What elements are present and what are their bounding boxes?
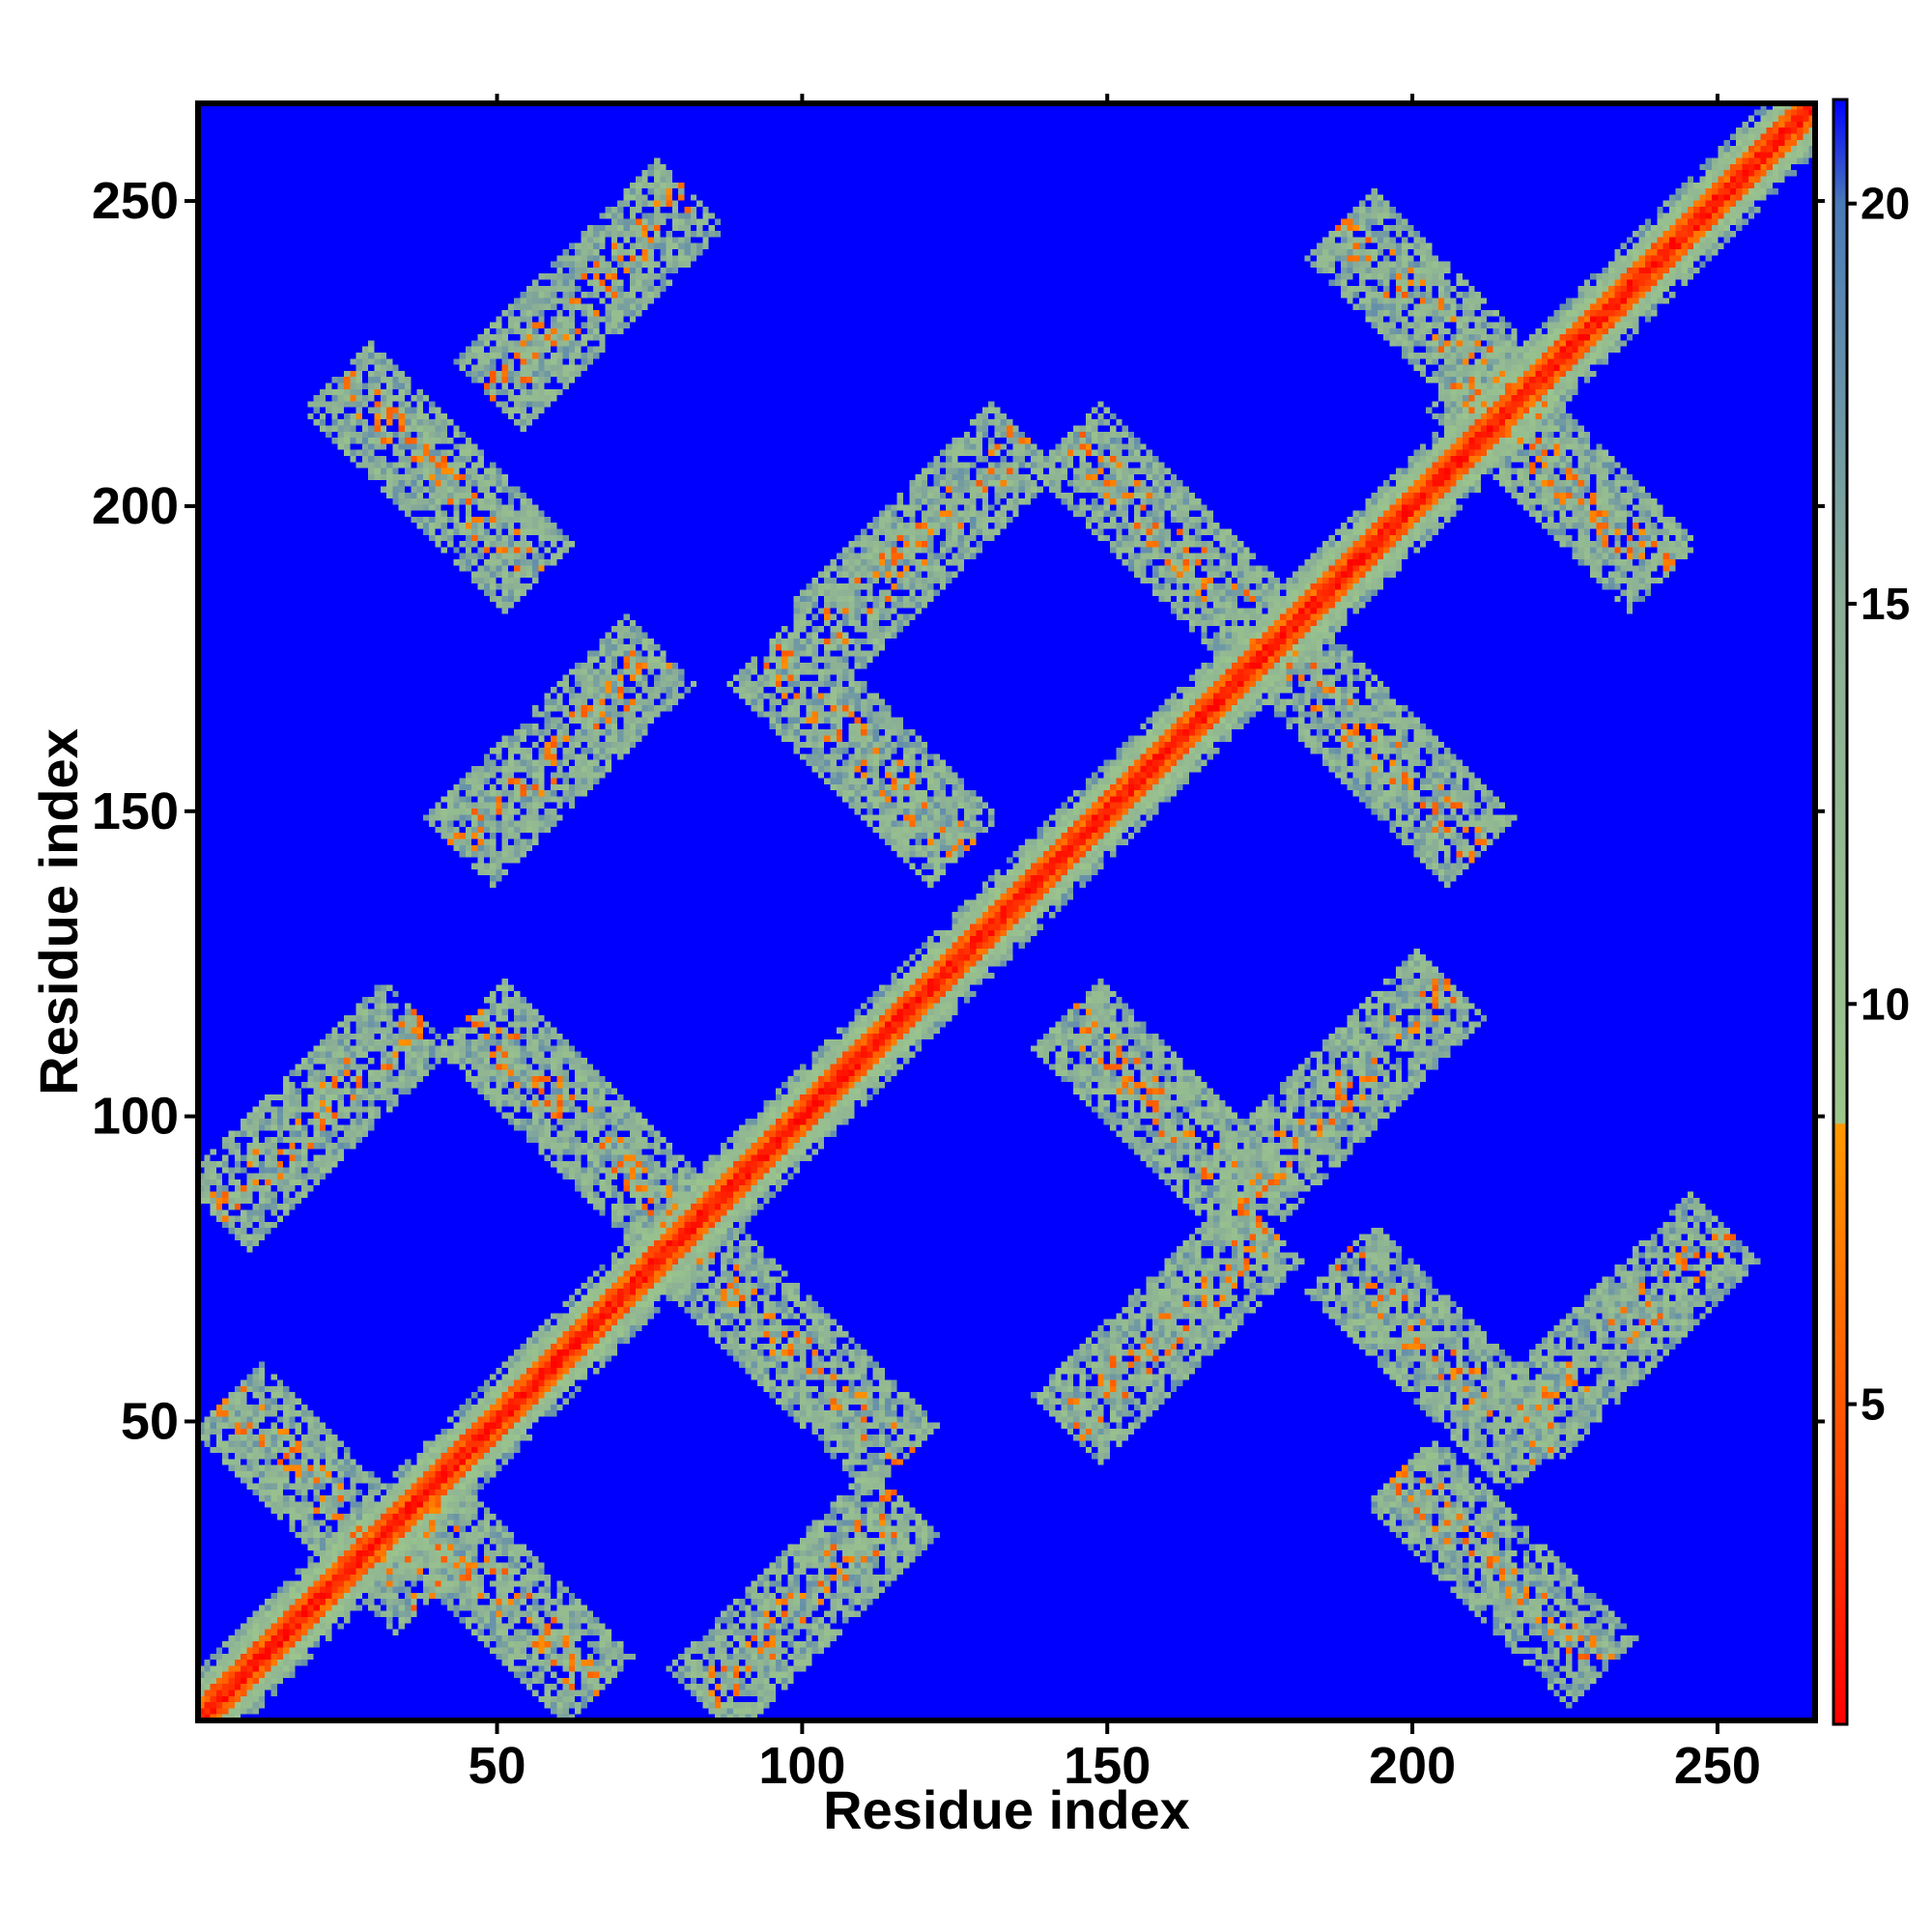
colorbar-gradient: [1832, 98, 1849, 1726]
x-axis: 50 100 150 200 250: [468, 94, 1761, 1795]
heatmap-cells: [198, 103, 1815, 1720]
y-tick-label: 150: [92, 782, 179, 840]
x-tick-label: 100: [758, 1737, 845, 1795]
x-tick-label: 50: [468, 1737, 526, 1795]
colorbar-ticks: 5 10 15 20: [1847, 179, 1910, 1430]
plot-area: [195, 100, 1818, 1723]
y-axis: 50 100 150 200 250: [92, 172, 1825, 1450]
y-tick-label: 50: [121, 1392, 179, 1450]
x-tick-label: 250: [1674, 1737, 1761, 1795]
plot-frame: [195, 100, 1818, 1723]
y-tick-label: 200: [92, 477, 179, 535]
colorbar: 5 10 15 20: [1832, 98, 1910, 1726]
colorbar-tick-label: 20: [1861, 179, 1910, 229]
y-tick-label: 100: [92, 1088, 179, 1146]
x-axis-title: Residue index: [823, 1779, 1190, 1840]
colorbar-tick-label: 10: [1861, 979, 1910, 1029]
y-axis-title: Residue index: [28, 728, 89, 1095]
y-tick-label: 250: [92, 172, 179, 230]
colorbar-tick-label: 5: [1861, 1379, 1886, 1430]
x-tick-label: 150: [1064, 1737, 1151, 1795]
x-tick-label: 200: [1369, 1737, 1456, 1795]
colorbar-tick-label: 15: [1861, 579, 1910, 629]
